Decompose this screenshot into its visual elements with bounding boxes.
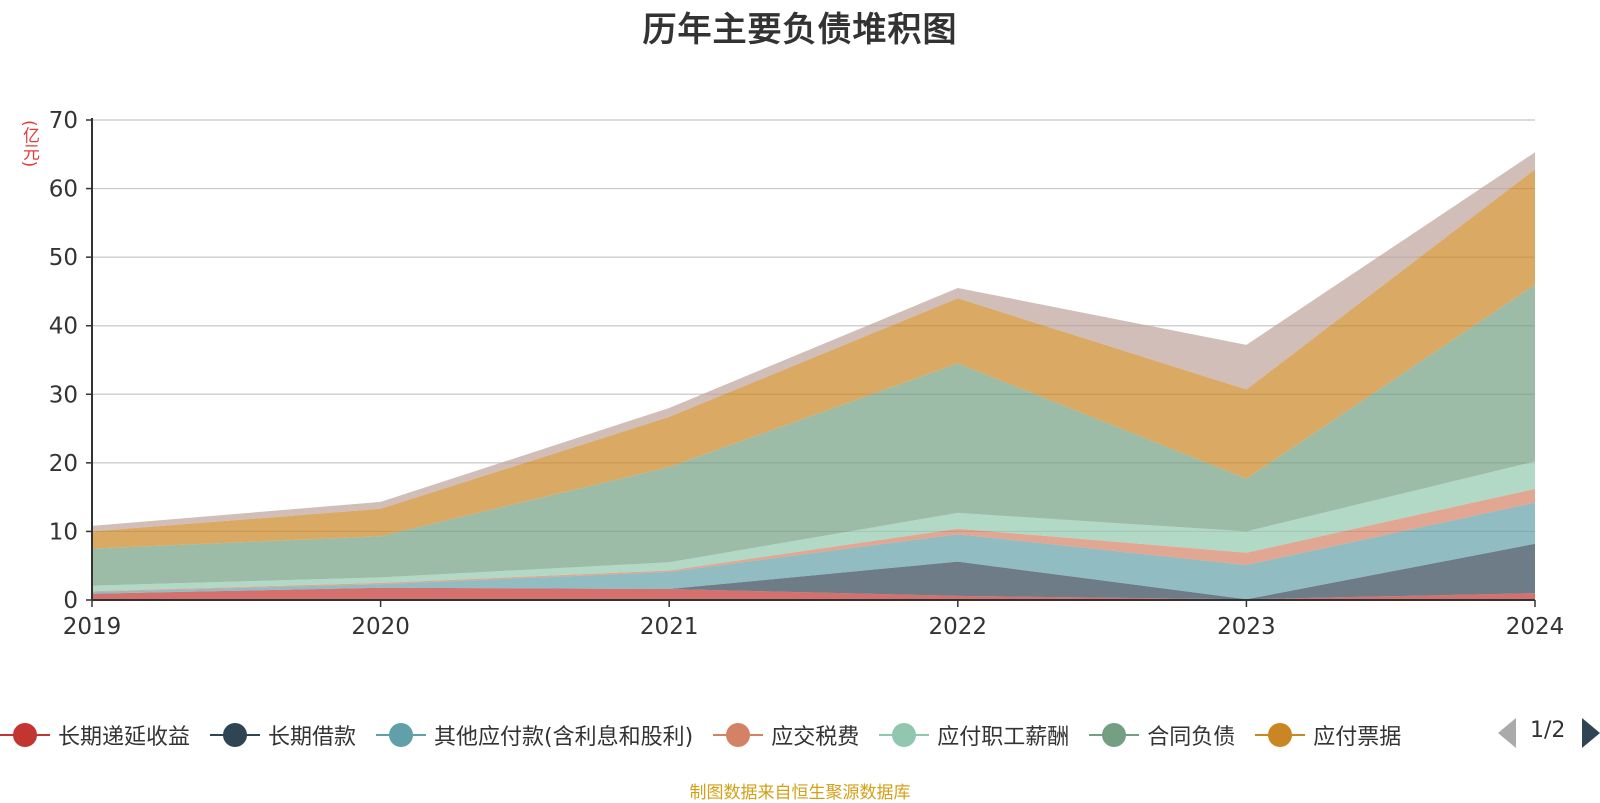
y-tick-label: 10 (49, 519, 78, 545)
legend-label: 合同负债 (1147, 725, 1236, 750)
legend-item[interactable]: 应付票据 (1255, 719, 1401, 751)
area-series-5[interactable] (92, 284, 1535, 586)
legend-viewport: 长期递延收益 长期借款 其他应付款(含利息和股利) 应交税费 应付职工薪酬 合同负债 应付票… (0, 712, 1480, 758)
legend-page-indicator: 1/2 (1530, 718, 1566, 743)
legend-marker-icon (210, 720, 261, 750)
y-axis-unit-label: (亿元) (19, 120, 39, 168)
y-tick-label: 70 (49, 108, 78, 134)
x-tick-label: 2020 (351, 614, 410, 640)
x-tick-label: 2021 (640, 614, 699, 640)
legend-item[interactable]: 长期借款 (210, 719, 356, 751)
legend-marker-icon (0, 720, 50, 750)
legend-track: 长期递延收益 长期借款 其他应付款(含利息和股利) 应交税费 应付职工薪酬 合同负债 应付票… (0, 712, 1480, 758)
legend-item[interactable]: 长期递延收益 (0, 719, 190, 751)
stacked-area-chart: 0 10 20 30 40 50 60 70 2019 2020 2021 2022 2023 2024 (49, 108, 1565, 640)
legend-label: 应交税费 (771, 725, 860, 750)
legend-prev-page-icon[interactable] (1498, 718, 1516, 748)
legend-item[interactable]: 其他应付款(含利息和股利) (376, 719, 693, 751)
legend-label: 其他应付款(含利息和股利) (434, 725, 694, 750)
x-tick-label: 2024 (1506, 614, 1565, 640)
legend-label: 长期递延收益 (58, 725, 191, 750)
legend-marker-icon (376, 720, 427, 750)
legend-marker-icon (1089, 720, 1140, 750)
x-tick-label: 2019 (63, 614, 122, 640)
axes: 0 10 20 30 40 50 60 70 2019 2020 2021 2022 2023 2024 (49, 108, 1565, 640)
chart-title: 历年主要负债堆积图 (642, 10, 958, 50)
legend-label: 长期借款 (268, 725, 357, 750)
legend-marker-icon (713, 720, 764, 750)
legend: 长期递延收益 长期借款 其他应付款(含利息和股利) 应交税费 应付职工薪酬 合同负债 应付票… (0, 712, 1600, 758)
legend-marker-icon (1255, 720, 1306, 750)
area-series-layer (92, 152, 1535, 600)
x-tick-label: 2022 (929, 614, 988, 640)
y-tick-label: 60 (49, 177, 78, 203)
y-tick-label: 50 (49, 245, 78, 271)
y-tick-label: 20 (49, 451, 78, 477)
area-series-2[interactable] (92, 502, 1535, 600)
legend-item[interactable]: 合同负债 (1089, 719, 1235, 751)
y-tick-label: 0 (63, 588, 78, 614)
y-tick-label: 40 (49, 314, 78, 340)
legend-label: 应付职工薪酬 (937, 725, 1070, 750)
area-series-0[interactable] (92, 587, 1535, 600)
y-tick-label: 30 (49, 382, 78, 408)
legend-next-page-icon[interactable] (1582, 718, 1600, 748)
legend-label: 应付票据 (1313, 725, 1402, 750)
x-tick-label: 2023 (1217, 614, 1276, 640)
legend-marker-icon (879, 720, 930, 750)
area-series-6[interactable] (92, 169, 1535, 549)
area-series-1[interactable] (92, 543, 1535, 600)
source-note: 制图数据来自恒生聚源数据库 (689, 783, 911, 803)
legend-item[interactable]: 应付职工薪酬 (879, 719, 1069, 751)
legend-item[interactable]: 应交税费 (713, 719, 859, 751)
